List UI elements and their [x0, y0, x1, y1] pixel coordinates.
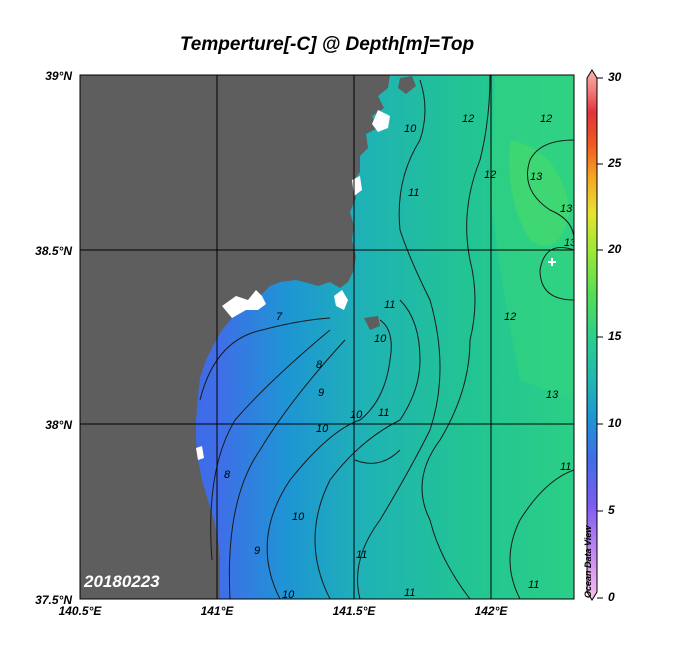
- contour-label: 11: [384, 299, 395, 311]
- contour-label: 9: [254, 545, 260, 557]
- contour-label: 11: [356, 549, 367, 561]
- contour-label: 10: [316, 423, 329, 435]
- contour-label: 11: [378, 407, 389, 419]
- colorbar: [586, 69, 603, 601]
- contour-label: 12: [504, 311, 516, 323]
- contour-label: 8: [224, 469, 231, 481]
- contour-label: 10: [292, 511, 305, 523]
- island: [398, 76, 416, 94]
- coast-fringe: [372, 110, 390, 132]
- contour-label: 10: [374, 333, 387, 345]
- lat-label: 38°N: [45, 418, 72, 432]
- contour-label: 12: [462, 113, 474, 125]
- lon-label: 142°E: [474, 604, 508, 618]
- lon-label: 141°E: [200, 604, 234, 618]
- contour-label: 12: [540, 113, 552, 125]
- warm-core: [509, 140, 570, 246]
- lat-label: 39°N: [45, 69, 72, 83]
- coast-fringe: [196, 446, 204, 460]
- contour-label: 11: [404, 587, 415, 599]
- contour-label: 13: [530, 171, 543, 183]
- contour-label: 11: [408, 187, 419, 199]
- lon-label: 141.5°E: [332, 604, 376, 618]
- land-mass: [80, 75, 390, 599]
- lon-label: 140.5°E: [58, 604, 102, 618]
- contour-label: 13: [564, 237, 577, 249]
- island: [364, 316, 380, 330]
- colorbar-tick: 5: [608, 503, 615, 517]
- coast-fringe: [222, 290, 266, 318]
- lat-label: 38.5°N: [35, 244, 72, 258]
- contour-label: 7: [276, 311, 283, 323]
- colorbar-tick: 10: [608, 416, 622, 430]
- contour-label: 10: [282, 589, 295, 601]
- colorbar-tick: 20: [608, 242, 622, 256]
- contour-label: 11: [528, 579, 539, 591]
- contour-label: 13: [560, 203, 573, 215]
- contour-label: 9: [318, 387, 324, 399]
- contour-labels: 7 8 9 10 10 10 10 10 11 11 11 11 11 11 1…: [224, 113, 577, 601]
- contour-label: 13: [546, 389, 559, 401]
- map-title: Temperture[-C] @ Depth[m]=Top: [179, 34, 475, 55]
- watermark: Ocean Data View: [583, 525, 593, 598]
- colorbar-tick: 0: [608, 590, 615, 604]
- graticule: [80, 75, 574, 599]
- contour-label: 10: [350, 409, 363, 421]
- station-marker: [548, 258, 556, 266]
- colorbar-tick: 30: [608, 70, 622, 84]
- map-frame: [79, 74, 575, 600]
- lat-label: 37.5°N: [35, 593, 72, 607]
- colorbar-tick: 15: [608, 329, 622, 343]
- coast-fringe: [334, 290, 348, 310]
- contour-label: 11: [560, 461, 571, 473]
- contour-label: 8: [316, 359, 323, 371]
- date-stamp: 20180223: [84, 572, 160, 591]
- contour-label: 10: [404, 123, 417, 135]
- colorbar-tick: 25: [608, 156, 622, 170]
- contour-label: 12: [484, 169, 496, 181]
